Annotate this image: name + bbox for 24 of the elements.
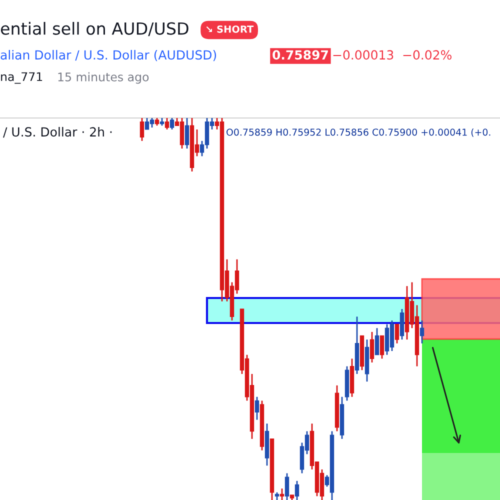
text: / U.S. Dollar · 2h ·	[3, 126, 112, 138]
candlestick	[374, 327, 380, 356]
candlestick	[254, 396, 260, 420]
text: −0.02%	[403, 50, 452, 60]
candlestick	[164, 118, 170, 130]
candlestick	[280, 488, 284, 500]
candlestick	[394, 324, 400, 344]
candlestick	[294, 480, 300, 500]
text: 15 minutes ago	[58, 72, 149, 84]
candlestick	[284, 472, 290, 500]
chart-title: ential sell on AUD/USD	[0, 22, 188, 36]
candlestick	[420, 320, 424, 344]
candlestick	[400, 308, 404, 340]
text: ↘ SHORT	[206, 25, 254, 33]
text: na_771	[1, 72, 42, 84]
candlestick	[140, 118, 144, 142]
candlestick	[170, 118, 174, 130]
candlestick	[184, 118, 190, 150]
text: alian Dollar / U.S. Dollar (AUDUSD)	[0, 50, 216, 62]
candlestick	[370, 331, 374, 364]
annotation: O0.75859 H0.75952 L0.75856 C0.75900 +0.00041 (+0.	[226, 128, 490, 137]
candlestick	[380, 335, 384, 360]
text: 0.75897	[272, 50, 328, 60]
text: −0.00013	[333, 50, 394, 60]
